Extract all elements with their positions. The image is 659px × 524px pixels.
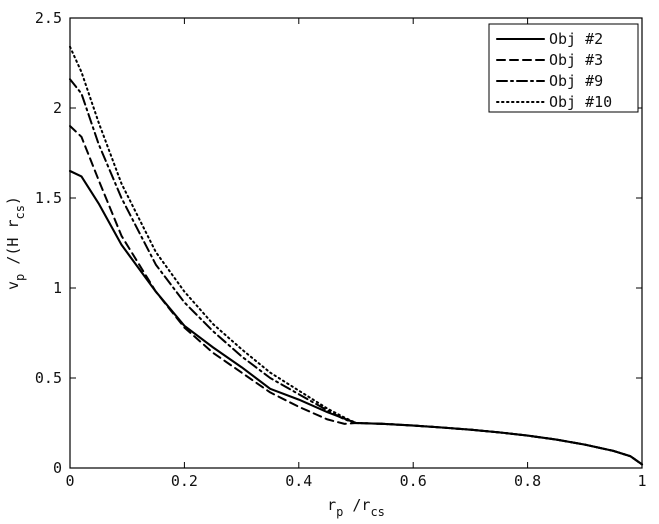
y-axis-label-end: ): [4, 196, 22, 205]
legend-label-2: Obj #3: [549, 51, 603, 69]
x-axis-label-main: r: [327, 496, 336, 514]
x-axis-label: rp /rcs: [327, 496, 385, 519]
legend-label-1: Obj #2: [549, 30, 603, 48]
y-tick-label: 2: [53, 99, 62, 117]
series-layer: [68, 45, 644, 466]
legend-label-3: Obj #9: [549, 72, 603, 90]
y-tick-label: 1: [53, 279, 62, 297]
x-tick-label: 0: [65, 472, 74, 490]
series-line-4: [69, 45, 643, 466]
x-axis-label-sub2: cs: [370, 505, 384, 519]
y-tick-label: 0: [53, 459, 62, 477]
y-axis-ticks: 0 0.5 1 1.5 2 2.5: [35, 9, 642, 477]
y-axis-label: vp /(H rcs): [4, 196, 27, 290]
x-tick-label: 0.4: [285, 472, 312, 490]
y-axis-label-middle: /(H r: [4, 220, 22, 274]
x-axis-label-middle: /r: [343, 496, 370, 514]
y-axis-label-sub2: cs: [13, 205, 27, 219]
y-axis-label-sub: p: [13, 274, 27, 281]
plot-area: 0 0.2 0.4 0.6 0.8 1 0 0.5 1 1.5 2 2.5: [35, 9, 647, 490]
y-axis-label-group: vp /(H rcs): [4, 196, 27, 290]
plot-frame: [69, 17, 643, 469]
y-tick-label: 1.5: [35, 189, 62, 207]
y-axis-label-main: v: [4, 281, 22, 290]
x-axis-label-sub: p: [336, 505, 343, 519]
x-tick-label: 0.2: [171, 472, 198, 490]
x-tick-label: 0.6: [400, 472, 427, 490]
x-tick-label: 1: [637, 472, 646, 490]
x-tick-label: 0.8: [514, 472, 541, 490]
legend-label-4: Obj #10: [549, 93, 612, 111]
y-tick-label: 2.5: [35, 9, 62, 27]
x-axis-ticks: 0 0.2 0.4 0.6 0.8 1: [65, 18, 647, 490]
legend: Obj #2 Obj #3 Obj #9 Obj #10: [488, 23, 639, 113]
y-tick-label: 0.5: [35, 369, 62, 387]
